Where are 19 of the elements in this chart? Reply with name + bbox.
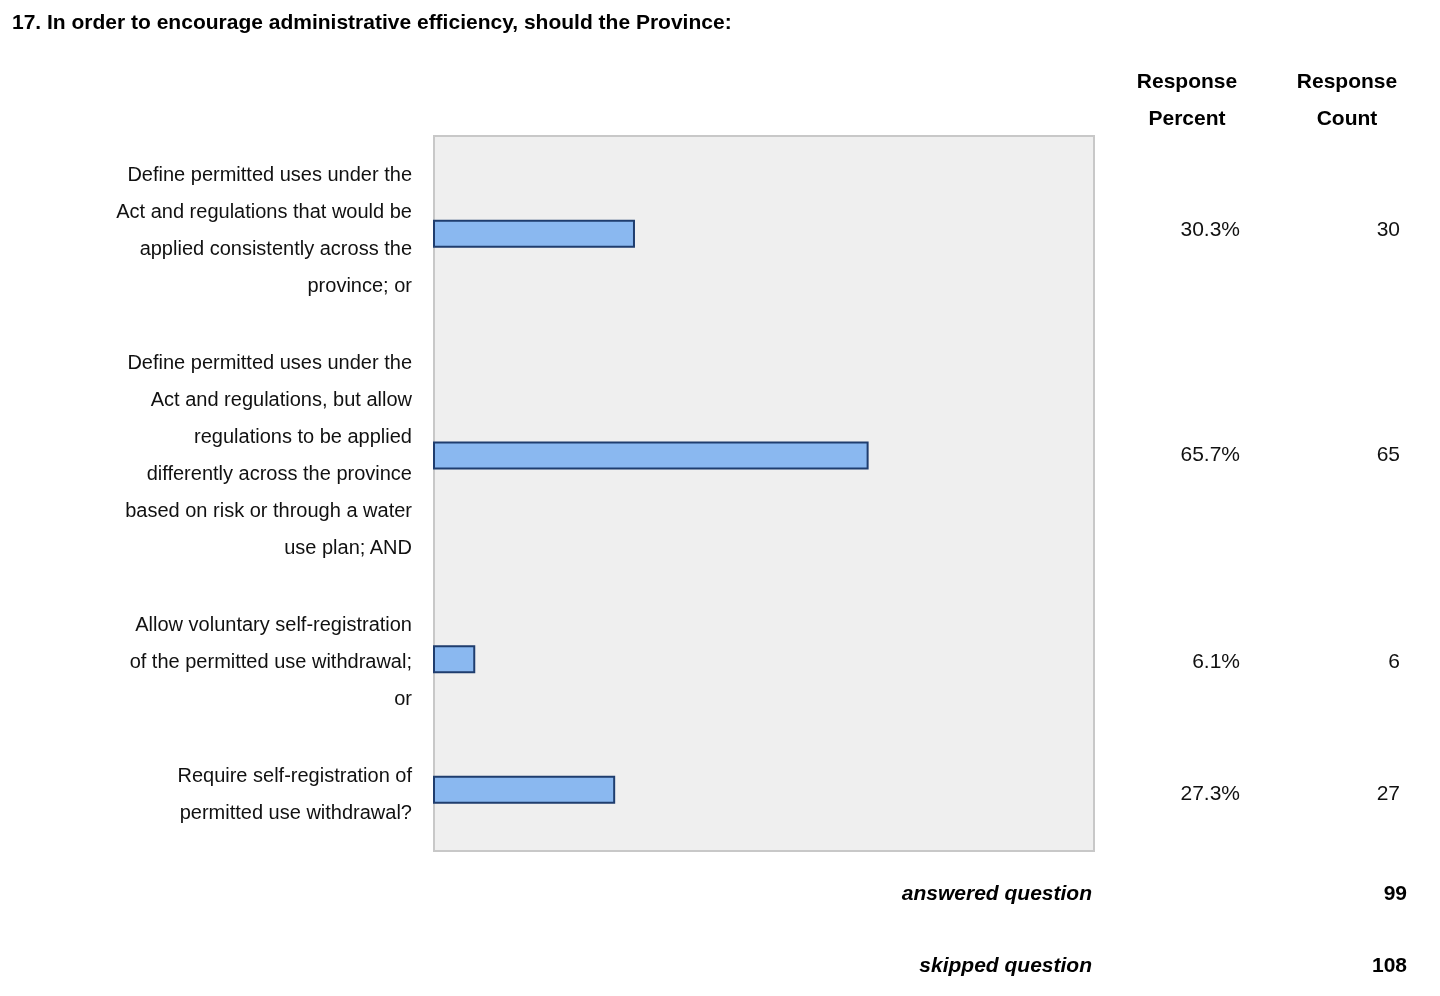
data-label: 27.3% bbox=[1180, 781, 1240, 804]
y-tick-label: Define permitted uses under the Act and regulations, but allow regulations to be applied differently across the province based on risk or through a water use plan; AND bbox=[125, 350, 413, 558]
text: answered question bbox=[901, 881, 1092, 904]
text: Response Percent bbox=[1136, 69, 1238, 129]
chart-title: 17. In order to encourage administrative efficiency, should the Province: bbox=[12, 10, 732, 33]
y-tick-label: Require self-registration of permitted use withdrawal? bbox=[177, 763, 413, 823]
text: 27 bbox=[1376, 781, 1400, 804]
data-label: 6.1% bbox=[1192, 648, 1240, 672]
text: Response Count bbox=[1296, 69, 1398, 129]
text: 6 bbox=[1388, 648, 1400, 672]
text: 99 bbox=[1383, 881, 1407, 904]
text: 65 bbox=[1376, 442, 1400, 465]
text: 30 bbox=[1376, 217, 1400, 240]
text: skipped question bbox=[919, 953, 1092, 976]
data-label: 30.3% bbox=[1180, 217, 1240, 240]
text: 108 bbox=[1371, 953, 1408, 976]
y-tick-label: Define permitted uses under the Act and regulations that would be applied consistently across the province; or bbox=[116, 162, 413, 296]
data-label: 65.7% bbox=[1180, 442, 1240, 465]
y-tick-label: Allow voluntary self-registration of the permitted use withdrawal; or bbox=[129, 612, 413, 709]
